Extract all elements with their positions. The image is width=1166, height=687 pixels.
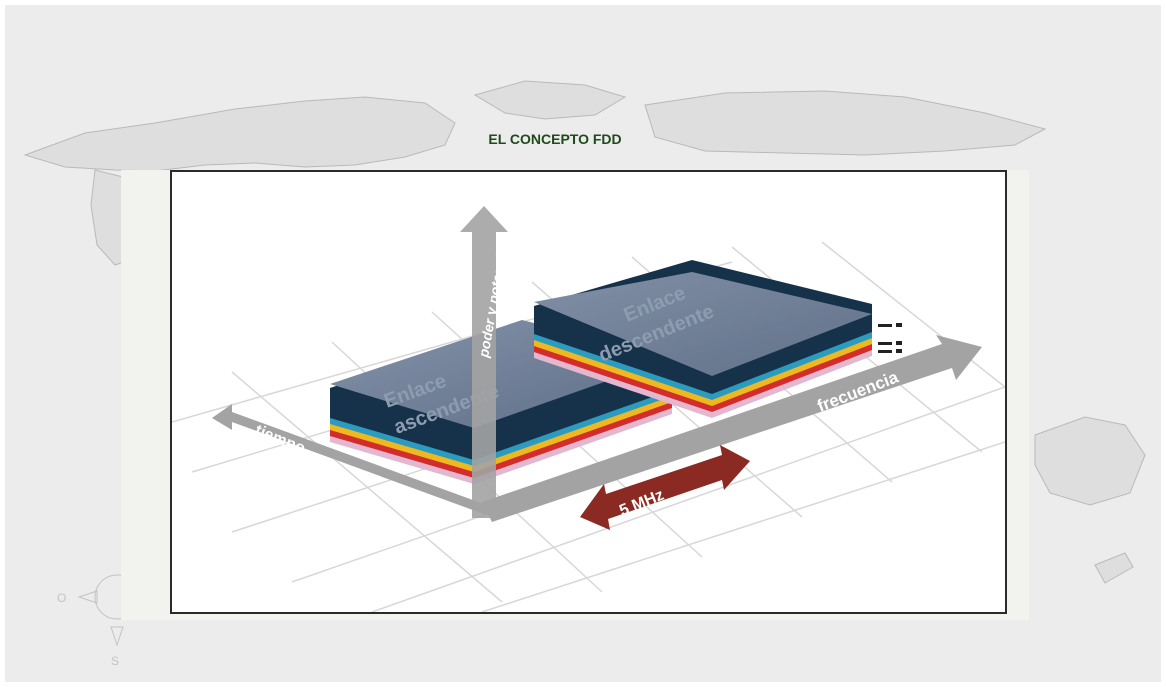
compass-west-letter: O (57, 591, 66, 605)
west-arrow-icon (77, 590, 98, 604)
fdd-diagram: tiempo frecuencia Enlace ascendente (172, 206, 1005, 612)
south-arrow-icon (110, 626, 124, 647)
compass-south-letter: S (111, 654, 119, 668)
downlink-block: Enlace descendente (534, 260, 902, 418)
world-map-background (23, 80, 1146, 620)
slide: O S EL CONCEPTO FDD (5, 5, 1161, 682)
slide-title: EL CONCEPTO FDD (488, 131, 622, 147)
code-marks (878, 323, 902, 353)
diagram-frame: tiempo frecuencia Enlace ascendente (170, 170, 1007, 614)
